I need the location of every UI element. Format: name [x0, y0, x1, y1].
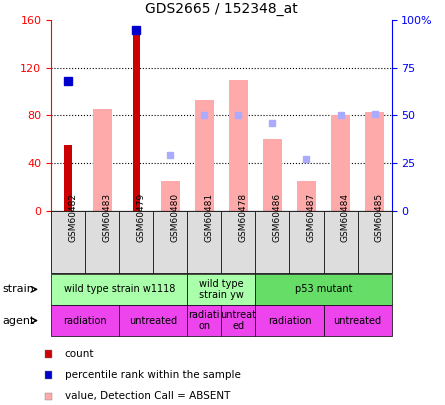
Text: wild type strain w1118: wild type strain w1118 [64, 284, 175, 294]
Text: wild type
strain yw: wild type strain yw [199, 279, 244, 300]
Bar [297, 181, 316, 211]
Bar [263, 139, 282, 211]
Text: untreat
ed: untreat ed [220, 310, 256, 331]
Text: radiati
on: radiati on [189, 310, 220, 331]
Bar [93, 109, 112, 211]
Text: untreated: untreated [333, 315, 382, 326]
Text: GSM60486: GSM60486 [272, 193, 281, 242]
Text: GSM60482: GSM60482 [68, 193, 77, 242]
Text: GSM60479: GSM60479 [136, 193, 145, 242]
Text: radiation: radiation [267, 315, 312, 326]
Bar [365, 112, 384, 211]
Text: GSM60478: GSM60478 [239, 193, 247, 242]
Bar [161, 181, 180, 211]
Bar [195, 100, 214, 211]
Text: value, Detection Call = ABSENT: value, Detection Call = ABSENT [65, 391, 230, 401]
Text: count: count [65, 349, 94, 359]
Text: GSM60485: GSM60485 [375, 193, 384, 242]
Text: GSM60480: GSM60480 [170, 193, 179, 242]
Bar [65, 145, 72, 211]
Bar [133, 26, 140, 211]
Text: GSM60484: GSM60484 [340, 193, 349, 242]
Text: GSM60487: GSM60487 [307, 193, 316, 242]
Text: p53 mutant: p53 mutant [295, 284, 352, 294]
Text: strain: strain [2, 284, 34, 294]
Title: GDS2665 / 152348_at: GDS2665 / 152348_at [145, 2, 298, 17]
Text: GSM60481: GSM60481 [204, 193, 213, 242]
Text: radiation: radiation [63, 315, 107, 326]
Bar [331, 115, 350, 211]
Text: GSM60483: GSM60483 [102, 193, 111, 242]
Text: untreated: untreated [129, 315, 178, 326]
Text: percentile rank within the sample: percentile rank within the sample [65, 370, 240, 380]
Bar [229, 80, 248, 211]
Text: agent: agent [2, 315, 35, 326]
